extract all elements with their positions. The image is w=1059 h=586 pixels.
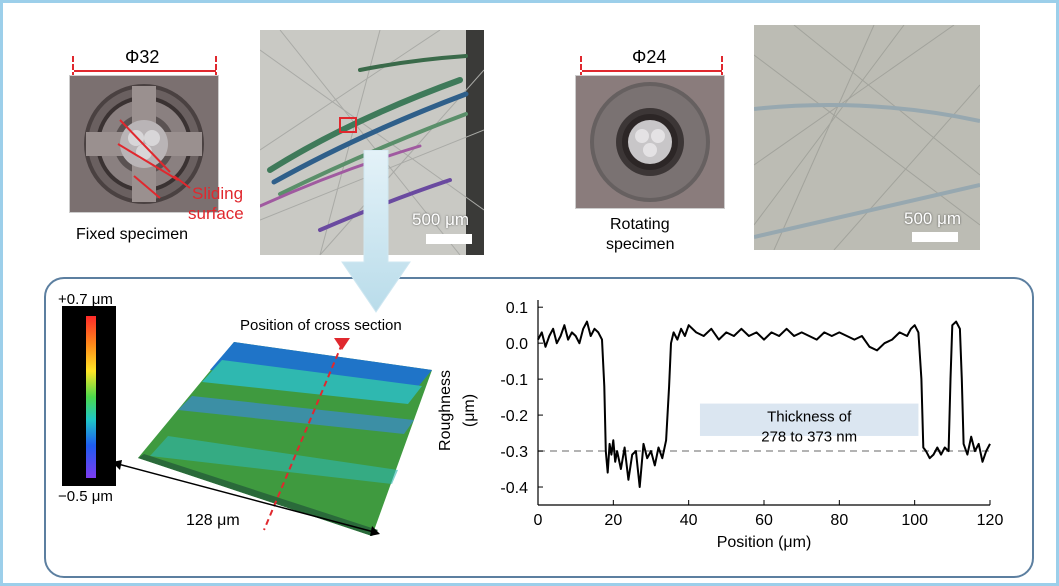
fixed-scale-text: 500 μm (412, 210, 470, 229)
roughness-series-line (537, 320, 991, 488)
fixed-diameter-label: Φ32 (125, 47, 160, 67)
rotating-diameter-tick-right (721, 56, 723, 78)
rotating-diameter-label: Φ24 (632, 47, 667, 67)
annotation-box (699, 403, 919, 436)
colorbar-bottom-label: −0.5 μm (58, 488, 113, 505)
fixed-diameter-line (74, 70, 216, 72)
rotating-micrograph: 500 μm (754, 25, 980, 250)
annotation-text-line1: Thickness of (767, 409, 852, 426)
height-colorbar (62, 306, 116, 486)
fixed-scale-bar (426, 234, 472, 244)
sliding-surface-label-line2: surface (188, 204, 244, 223)
roughness-profile-chart: Thickness of 278 to 373 nm 0.1 0.0 -0.1 -0.2 -… (437, 300, 1004, 551)
rotating-caption-line1: Rotating (610, 216, 670, 233)
zoom-arrow (341, 150, 411, 313)
x-axis-label: Position (μm) (717, 534, 812, 551)
surface-width-dimension (112, 460, 380, 536)
colorbar-gradient (86, 316, 96, 478)
y-tick-label: -0.1 (500, 372, 528, 389)
y-axis-label-line1: Roughness (437, 370, 454, 451)
x-tick-label: 80 (830, 512, 848, 529)
rotating-caption-line2: specimen (606, 236, 675, 253)
y-tick-label: 0.0 (506, 336, 528, 353)
surface-width-label: 128 μm (186, 512, 240, 529)
rotating-diameter-line (582, 70, 722, 72)
y-tick-label: -0.2 (500, 408, 528, 425)
x-tick-label: 0 (534, 512, 543, 529)
annotation-text-line2: 278 to 373 nm (761, 429, 857, 446)
sliding-surface-label-line1: Sliding (192, 184, 244, 203)
fixed-diameter-tick-right (215, 56, 217, 78)
x-tick-label: 40 (680, 512, 698, 529)
x-tick-label: 20 (604, 512, 622, 529)
rotating-specimen-photo (576, 76, 724, 208)
fixed-specimen-photo (70, 76, 218, 212)
fixed-specimen-caption: Fixed specimen (76, 226, 189, 243)
x-tick-label: 100 (901, 512, 928, 529)
fixed-diameter-tick-left (72, 56, 74, 78)
y-tick-label: -0.4 (500, 480, 528, 497)
fixed-specimen-image (70, 76, 218, 212)
rotating-scale-bar (912, 232, 958, 242)
rotating-scale-text: 500 μm (904, 209, 962, 228)
cross-section-label: Position of cross section (240, 317, 402, 334)
rotating-micrograph-image (754, 25, 980, 250)
y-axis-label-line2: (μm) (461, 394, 478, 427)
colorbar-top-label: +0.7 μm (58, 291, 113, 308)
surface-height-map (138, 338, 432, 536)
y-tick-label: -0.3 (500, 444, 528, 461)
y-tick-label: 0.1 (506, 300, 528, 317)
x-tick-label: 60 (755, 512, 773, 529)
rotating-diameter-tick-left (580, 56, 582, 78)
x-tick-label: 120 (977, 512, 1004, 529)
rotating-specimen-image (576, 76, 724, 208)
